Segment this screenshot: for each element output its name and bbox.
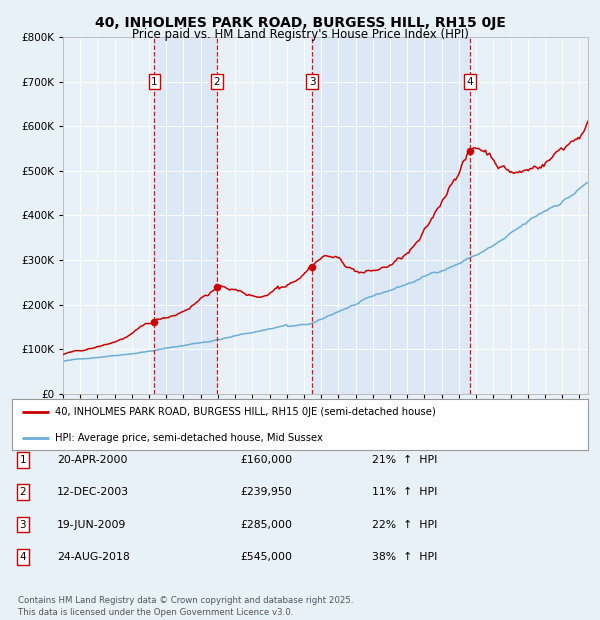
Text: 19-JUN-2009: 19-JUN-2009 (57, 520, 127, 529)
Text: 4: 4 (19, 552, 26, 562)
Text: HPI: Average price, semi-detached house, Mid Sussex: HPI: Average price, semi-detached house,… (55, 433, 323, 443)
Text: 3: 3 (19, 520, 26, 529)
Text: 1: 1 (19, 455, 26, 465)
Text: 4: 4 (467, 77, 473, 87)
Text: Price paid vs. HM Land Registry's House Price Index (HPI): Price paid vs. HM Land Registry's House … (131, 28, 469, 41)
Text: 1: 1 (151, 77, 158, 87)
Text: £285,000: £285,000 (240, 520, 292, 529)
Text: 22%  ↑  HPI: 22% ↑ HPI (372, 520, 437, 529)
Text: 2: 2 (214, 77, 220, 87)
Text: 12-DEC-2003: 12-DEC-2003 (57, 487, 129, 497)
Text: 3: 3 (309, 77, 316, 87)
Bar (217, 37, 312, 394)
Text: 11%  ↑  HPI: 11% ↑ HPI (372, 487, 437, 497)
Text: £545,000: £545,000 (240, 552, 292, 562)
Text: 20-APR-2000: 20-APR-2000 (57, 455, 128, 465)
Text: Contains HM Land Registry data © Crown copyright and database right 2025.
This d: Contains HM Land Registry data © Crown c… (18, 596, 353, 617)
Text: £160,000: £160,000 (240, 455, 292, 465)
Text: 24-AUG-2018: 24-AUG-2018 (57, 552, 130, 562)
Text: 2: 2 (19, 487, 26, 497)
Text: £239,950: £239,950 (240, 487, 292, 497)
Bar (470, 37, 588, 394)
Bar (63, 37, 154, 394)
Text: 38%  ↑  HPI: 38% ↑ HPI (372, 552, 437, 562)
Text: 40, INHOLMES PARK ROAD, BURGESS HILL, RH15 0JE (semi-detached house): 40, INHOLMES PARK ROAD, BURGESS HILL, RH… (55, 407, 436, 417)
Text: 40, INHOLMES PARK ROAD, BURGESS HILL, RH15 0JE: 40, INHOLMES PARK ROAD, BURGESS HILL, RH… (95, 16, 505, 30)
Text: 21%  ↑  HPI: 21% ↑ HPI (372, 455, 437, 465)
